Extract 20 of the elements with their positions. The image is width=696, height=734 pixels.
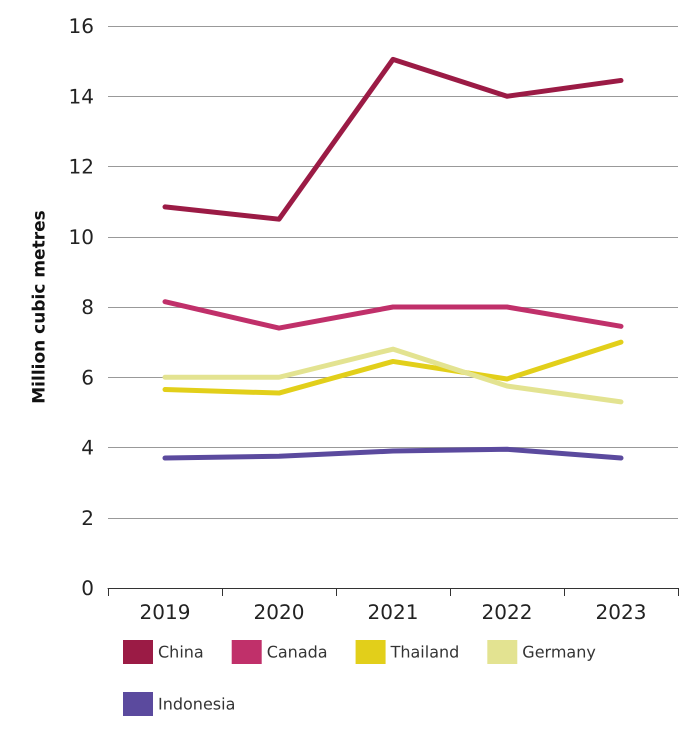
x-tick-label: 2023 [596, 600, 646, 624]
y-tick-label: 12 [68, 154, 94, 178]
legend-label: Germany [522, 642, 596, 662]
legend-label: Thailand [390, 642, 460, 662]
y-tick-label: 2 [81, 506, 94, 530]
y-axis-title: Million cubic metres [30, 210, 50, 404]
y-tick-label: 14 [68, 84, 94, 108]
legend-label: China [158, 642, 204, 662]
y-tick-label: 16 [68, 14, 94, 38]
x-tick-label: 2020 [254, 600, 304, 624]
legend-label: Canada [266, 642, 328, 662]
y-tick-label: 10 [68, 224, 94, 249]
y-tick-label: 0 [81, 576, 94, 600]
legend-label: Indonesia [158, 694, 236, 714]
y-tick-label: 6 [81, 365, 94, 390]
x-tick-label: 2019 [140, 600, 190, 624]
y-tick-label: 8 [81, 295, 94, 319]
x-tick-label: 2021 [368, 600, 418, 624]
x-tick-label: 2022 [482, 600, 532, 624]
y-tick-label: 4 [81, 436, 94, 460]
